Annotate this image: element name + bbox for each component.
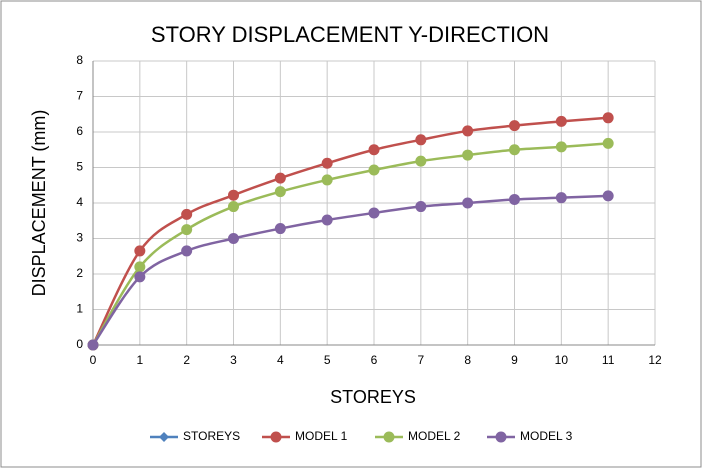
data-point [274, 186, 286, 198]
chart-title: STORY DISPLACEMENT Y-DIRECTION [151, 22, 549, 47]
x-tick-label: 0 [90, 353, 97, 367]
legend-marker [495, 431, 507, 443]
legend-marker [159, 432, 169, 442]
y-tick-label: 8 [76, 53, 83, 67]
data-point [134, 245, 146, 257]
data-point [274, 172, 286, 184]
x-tick-label: 3 [230, 353, 237, 367]
x-tick-label: 6 [371, 353, 378, 367]
y-tick-label: 7 [76, 89, 83, 103]
x-tick-label: 9 [511, 353, 518, 367]
data-point [228, 189, 239, 201]
x-tick-label: 8 [464, 353, 471, 367]
data-point [415, 134, 427, 146]
y-tick-label: 1 [76, 302, 83, 316]
y-tick-label: 4 [76, 195, 83, 209]
data-point [181, 224, 193, 236]
data-point [462, 149, 474, 161]
data-point [415, 155, 427, 167]
data-point [462, 125, 474, 137]
x-tick-label: 10 [555, 353, 569, 367]
x-tick-label: 7 [417, 353, 424, 367]
data-point [602, 137, 614, 149]
data-point [228, 233, 239, 244]
data-point [509, 120, 520, 132]
data-point [462, 197, 474, 209]
data-point [228, 201, 239, 213]
data-point [555, 115, 567, 127]
legend-label: MODEL 1 [295, 429, 348, 443]
x-tick-label: 4 [277, 353, 284, 367]
y-axis-label: DISPLACEMENT (mm) [29, 110, 49, 297]
data-point [134, 261, 146, 273]
x-tick-label: 11 [602, 353, 615, 367]
legend-label: STOREYS [183, 429, 240, 443]
data-point [368, 164, 380, 176]
legend-marker [383, 431, 395, 443]
data-point [274, 223, 286, 235]
y-tick-label: 6 [76, 124, 83, 138]
legend-label: MODEL 2 [408, 429, 461, 443]
x-tick-label: 2 [183, 353, 190, 367]
x-tick-label: 1 [136, 353, 143, 367]
y-tick-label: 2 [76, 266, 83, 280]
data-point [87, 339, 99, 351]
x-tick-label: 12 [648, 353, 662, 367]
data-point [181, 208, 193, 220]
data-point [555, 141, 567, 153]
data-point [509, 193, 520, 205]
data-point [368, 144, 380, 156]
y-tick-label: 5 [76, 160, 83, 174]
data-point [555, 192, 567, 204]
data-point [415, 201, 427, 213]
data-point [321, 174, 333, 186]
data-point [368, 207, 380, 219]
data-point [321, 157, 333, 169]
y-tick-label: 3 [76, 231, 83, 245]
data-point [181, 245, 193, 257]
x-tick-label: 5 [324, 353, 331, 367]
legend-label: MODEL 3 [520, 429, 573, 443]
data-point [602, 112, 614, 124]
y-tick-label: 0 [76, 337, 83, 351]
data-point [509, 144, 520, 156]
data-point [321, 214, 333, 226]
data-point [602, 190, 614, 202]
x-axis-label: STOREYS [330, 387, 416, 407]
data-point [134, 271, 146, 283]
legend-marker [270, 431, 282, 443]
